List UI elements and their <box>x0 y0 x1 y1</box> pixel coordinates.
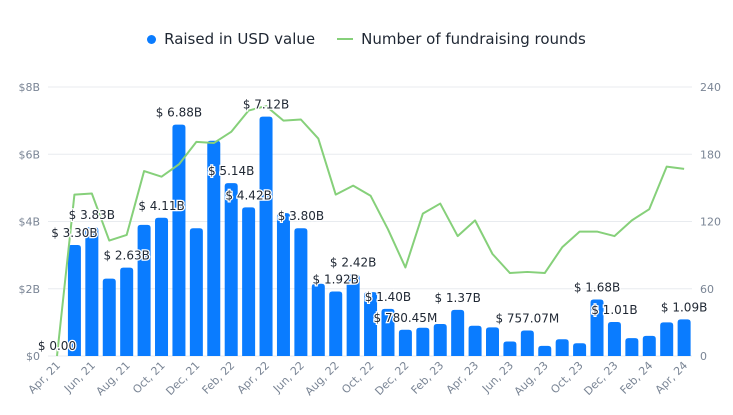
x-tick-label: Feb, 22 <box>200 359 238 397</box>
bar <box>555 339 569 356</box>
x-tick-label: Dec, 23 <box>581 359 620 398</box>
x-tick-label: Aug, 23 <box>512 359 551 398</box>
x-tick-label: Aug, 21 <box>94 359 133 398</box>
data-label: $ 3.30B <box>51 226 97 240</box>
data-label: $ 3.83B <box>69 208 115 222</box>
y-right-tick-label: 120 <box>700 216 721 229</box>
x-tick-label: Oct, 21 <box>130 359 167 396</box>
bar <box>67 245 81 356</box>
bar <box>433 324 447 356</box>
x-tick-label: Jun, 22 <box>270 359 307 396</box>
data-label: $ 2.42B <box>330 256 376 270</box>
bar <box>573 343 587 356</box>
bar <box>642 335 656 356</box>
data-label: $ 780.45M <box>374 311 438 325</box>
y-right-tick-label: 60 <box>700 283 714 296</box>
bar <box>520 330 534 356</box>
data-label: $ 3.80B <box>278 209 324 223</box>
x-tick-label: Aug, 22 <box>303 359 342 398</box>
data-label: $ 4.11B <box>138 199 184 213</box>
bar <box>451 309 465 356</box>
bar <box>346 274 360 356</box>
bar <box>538 345 552 356</box>
x-tick-label: Feb, 23 <box>409 359 447 397</box>
bar <box>294 228 308 356</box>
data-label: $ 5.14B <box>208 164 254 178</box>
legend-line-marker-icon <box>337 38 354 40</box>
data-label: $ 1.40B <box>365 290 411 304</box>
bar <box>503 341 517 356</box>
rounds-line <box>56 105 685 357</box>
bar <box>329 291 343 356</box>
bar <box>381 308 395 356</box>
data-label: $ 1.01B <box>591 303 637 317</box>
data-label: $ 1.92B <box>313 272 359 286</box>
legend-item-raised[interactable]: Raised in USD value <box>147 30 315 48</box>
data-label: $ 4.42B <box>225 188 271 202</box>
bar <box>398 329 412 356</box>
legend-item-rounds[interactable]: Number of fundraising rounds <box>337 30 586 48</box>
bar <box>276 213 290 356</box>
bar <box>242 207 256 356</box>
y-right-tick-label: 240 <box>700 81 721 94</box>
x-tick-label: Dec, 21 <box>163 359 202 398</box>
legend-label: Number of fundraising rounds <box>361 30 586 48</box>
bar <box>137 224 151 356</box>
data-label: $ 1.09B <box>661 300 707 314</box>
bar <box>677 319 691 356</box>
x-tick-label: Apr, 21 <box>26 359 63 396</box>
bar <box>85 227 99 356</box>
y-right-tick-label: 180 <box>700 148 721 161</box>
bar <box>468 325 482 356</box>
data-label: $ 0.00 <box>38 339 76 353</box>
data-label: $ 7.12B <box>243 98 289 112</box>
legend: Raised in USD value Number of fundraisin… <box>0 30 733 48</box>
data-label: $ 2.63B <box>103 249 149 263</box>
y-left-tick-label: $4B <box>18 216 40 229</box>
y-left-tick-label: $2B <box>18 283 40 296</box>
bar <box>189 228 203 356</box>
bar <box>207 140 221 356</box>
bar <box>120 267 134 356</box>
x-tick-label: Apr, 23 <box>444 359 481 396</box>
bar <box>102 278 116 356</box>
legend-label: Raised in USD value <box>164 30 316 48</box>
data-label: $ 1.37B <box>434 291 480 305</box>
x-tick-label: Jun, 23 <box>479 359 516 396</box>
y-left-tick-label: $6B <box>18 148 40 161</box>
bar <box>590 299 604 356</box>
bar <box>416 327 430 356</box>
x-tick-label: Apr, 22 <box>235 359 272 396</box>
bar <box>625 338 639 356</box>
x-tick-label: Apr, 24 <box>653 359 690 396</box>
y-left-tick-label: $0 <box>26 350 40 363</box>
bar <box>224 183 238 356</box>
bar <box>660 322 674 356</box>
x-tick-label: Dec, 22 <box>372 359 411 398</box>
bar <box>486 327 499 356</box>
x-tick-label: Jun, 21 <box>61 359 98 396</box>
bar <box>607 322 621 356</box>
y-right-tick-label: 0 <box>700 350 707 363</box>
bar <box>172 124 186 356</box>
y-left-tick-label: $8B <box>18 81 40 94</box>
bar <box>155 217 169 356</box>
data-label: $ 1.68B <box>574 281 620 295</box>
x-tick-label: Oct, 23 <box>548 359 585 396</box>
legend-bar-marker-icon <box>147 34 157 44</box>
bar <box>311 283 325 356</box>
x-tick-label: Feb, 24 <box>618 359 656 397</box>
data-label: $ 757.07M <box>495 312 559 326</box>
data-label: $ 6.88B <box>156 106 202 120</box>
bar <box>259 116 273 356</box>
x-tick-label: Oct, 22 <box>339 359 376 396</box>
bar <box>364 292 378 356</box>
